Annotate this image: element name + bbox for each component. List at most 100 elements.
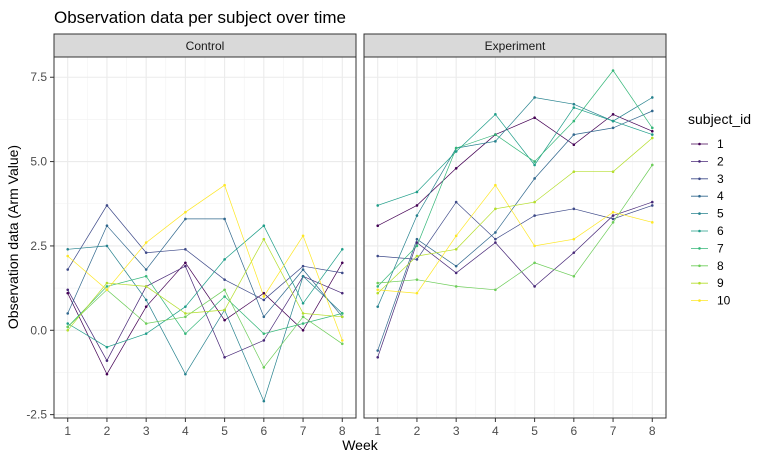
series-line-10 — [67, 184, 343, 341]
data-point-6 — [105, 345, 109, 349]
series-line-9 — [377, 137, 653, 294]
data-point-2 — [611, 214, 615, 217]
x-tick-label: 1 — [64, 424, 71, 438]
data-point-2 — [572, 251, 576, 254]
data-point-3 — [301, 264, 305, 268]
data-point-5 — [415, 214, 419, 217]
data-point-9 — [572, 170, 576, 174]
legend-key-point — [698, 264, 701, 268]
legend-label-3: 3 — [717, 172, 724, 186]
strip-label-experiment: Experiment — [485, 39, 546, 53]
plot-border-control — [53, 56, 357, 419]
legend-key-point — [698, 229, 701, 233]
data-point-1 — [611, 113, 615, 116]
legend-title: subject_id — [688, 111, 751, 127]
data-point-7 — [415, 244, 419, 248]
data-point-5 — [66, 248, 70, 251]
data-point-5 — [144, 298, 148, 302]
x-tick-label: 1 — [374, 424, 381, 438]
data-point-1 — [376, 224, 380, 227]
data-point-9 — [66, 328, 70, 332]
data-point-1 — [340, 261, 344, 265]
legend-label-4: 4 — [717, 189, 724, 203]
series-line-6 — [67, 225, 343, 348]
data-point-6 — [340, 248, 344, 251]
series-line-8 — [67, 289, 343, 369]
legend-label-2: 2 — [717, 154, 724, 168]
legend-label-1: 1 — [717, 137, 724, 151]
panel-control: Control 1 2 3 4 5 6 7 8 — [53, 33, 357, 438]
data-point-10 — [454, 234, 458, 238]
data-point-9 — [340, 315, 344, 319]
data-point-2 — [454, 271, 458, 275]
data-point-10 — [184, 210, 187, 214]
data-point-6 — [301, 301, 305, 305]
data-point-6 — [650, 133, 654, 136]
data-point-4 — [376, 349, 380, 352]
x-tick-label: 4 — [182, 424, 189, 438]
x-tick-label: 3 — [453, 424, 460, 438]
data-point-9 — [454, 248, 458, 251]
x-tick-label: 4 — [492, 424, 499, 438]
series-line-1 — [377, 113, 653, 227]
data-point-9 — [533, 200, 536, 204]
data-point-8 — [223, 288, 226, 292]
data-point-5 — [184, 372, 187, 376]
data-point-9 — [376, 291, 380, 295]
data-point-9 — [262, 237, 266, 241]
data-point-9 — [144, 285, 148, 288]
series-line-6 — [377, 107, 653, 206]
data-point-5 — [301, 274, 305, 278]
data-point-7 — [262, 332, 266, 335]
series-line-1 — [67, 262, 343, 375]
data-point-2 — [415, 241, 419, 244]
data-point-1 — [454, 167, 458, 170]
data-point-4 — [184, 217, 187, 221]
data-point-8 — [611, 221, 615, 224]
data-point-8 — [340, 342, 344, 346]
data-point-8 — [184, 315, 187, 319]
data-point-6 — [572, 106, 576, 109]
plot-border-experiment — [363, 56, 667, 419]
data-point-3 — [66, 268, 70, 271]
x-tick-label: 8 — [649, 424, 656, 438]
data-point-7 — [340, 312, 344, 315]
panel-experiment: Experiment 1 2 3 4 5 6 7 8 — [363, 33, 667, 438]
data-point-8 — [533, 261, 536, 265]
x-tick-label: 5 — [221, 424, 228, 438]
data-point-4 — [105, 224, 109, 227]
data-point-4 — [533, 177, 536, 180]
data-point-7 — [144, 274, 148, 278]
data-point-3 — [223, 278, 226, 281]
series-line-10 — [377, 184, 653, 294]
x-tick-label: 6 — [570, 424, 577, 438]
data-point-6 — [611, 119, 615, 123]
data-point-4 — [650, 109, 654, 113]
series-line-2 — [377, 201, 653, 358]
data-point-8 — [66, 325, 70, 329]
legend-key-point — [698, 160, 701, 163]
x-axis-title: Week — [342, 437, 379, 453]
legend-label-5: 5 — [717, 207, 724, 221]
data-point-2 — [262, 339, 266, 342]
data-point-9 — [301, 312, 305, 315]
data-point-10 — [262, 295, 266, 298]
legend: subject_id 1 2 3 4 5 6 7 8 9 10 — [688, 111, 751, 308]
legend-key-point — [698, 177, 701, 181]
data-point-7 — [376, 285, 380, 288]
data-point-8 — [650, 163, 654, 167]
data-point-4 — [611, 126, 615, 130]
legend-key-point — [698, 212, 701, 215]
data-point-3 — [340, 271, 344, 275]
data-point-7 — [494, 133, 497, 136]
data-point-2 — [650, 200, 654, 204]
data-point-3 — [650, 204, 654, 207]
x-tick-label: 8 — [339, 424, 346, 438]
x-tick-label: 2 — [414, 424, 421, 438]
data-point-3 — [184, 248, 187, 251]
data-point-10 — [494, 183, 497, 187]
legend-label-7: 7 — [717, 241, 724, 255]
data-point-10 — [144, 241, 148, 244]
gridlines-control — [54, 57, 356, 418]
data-point-1 — [223, 318, 226, 322]
